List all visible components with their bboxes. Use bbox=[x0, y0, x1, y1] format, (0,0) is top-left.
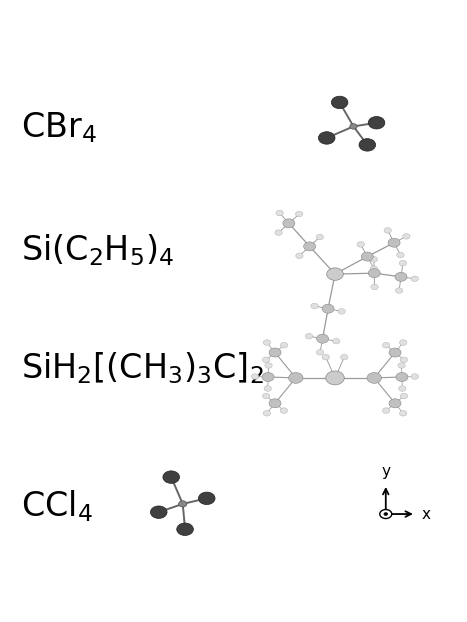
Ellipse shape bbox=[411, 276, 418, 282]
Ellipse shape bbox=[289, 373, 303, 383]
Ellipse shape bbox=[280, 408, 288, 414]
Ellipse shape bbox=[269, 399, 281, 408]
Ellipse shape bbox=[252, 374, 259, 379]
Ellipse shape bbox=[370, 256, 378, 262]
Ellipse shape bbox=[333, 338, 340, 344]
Ellipse shape bbox=[178, 501, 187, 507]
Ellipse shape bbox=[269, 348, 281, 357]
Text: CBr$_{4}$: CBr$_{4}$ bbox=[21, 110, 97, 145]
Ellipse shape bbox=[384, 228, 391, 233]
Ellipse shape bbox=[283, 219, 295, 228]
Ellipse shape bbox=[311, 303, 318, 309]
Text: CCl$_{4}$: CCl$_{4}$ bbox=[21, 489, 93, 524]
Ellipse shape bbox=[316, 234, 324, 240]
Ellipse shape bbox=[177, 523, 193, 536]
Ellipse shape bbox=[370, 266, 378, 271]
Ellipse shape bbox=[263, 411, 270, 416]
Ellipse shape bbox=[395, 272, 407, 281]
Ellipse shape bbox=[305, 333, 312, 339]
Ellipse shape bbox=[357, 241, 364, 247]
Ellipse shape bbox=[359, 139, 375, 151]
Ellipse shape bbox=[368, 269, 380, 277]
Ellipse shape bbox=[322, 304, 334, 313]
Ellipse shape bbox=[388, 238, 400, 247]
Ellipse shape bbox=[340, 355, 348, 360]
Ellipse shape bbox=[263, 340, 270, 345]
Ellipse shape bbox=[384, 513, 388, 516]
Ellipse shape bbox=[262, 373, 274, 381]
Ellipse shape bbox=[296, 253, 303, 259]
Ellipse shape bbox=[264, 386, 271, 391]
Ellipse shape bbox=[399, 340, 407, 345]
Ellipse shape bbox=[399, 386, 406, 391]
Ellipse shape bbox=[275, 230, 282, 235]
Ellipse shape bbox=[327, 268, 343, 281]
Ellipse shape bbox=[397, 253, 404, 258]
Ellipse shape bbox=[400, 357, 408, 363]
Ellipse shape bbox=[399, 261, 407, 266]
Ellipse shape bbox=[382, 343, 390, 348]
Ellipse shape bbox=[361, 252, 373, 261]
Text: Si(C$_{2}$H$_{5}$)$_{4}$: Si(C$_{2}$H$_{5}$)$_{4}$ bbox=[21, 233, 174, 268]
Ellipse shape bbox=[262, 393, 270, 399]
Ellipse shape bbox=[400, 393, 408, 399]
Ellipse shape bbox=[304, 242, 316, 251]
Ellipse shape bbox=[316, 350, 324, 355]
Ellipse shape bbox=[317, 334, 329, 343]
Ellipse shape bbox=[389, 348, 401, 357]
Ellipse shape bbox=[396, 288, 403, 294]
Ellipse shape bbox=[318, 132, 335, 144]
Text: y: y bbox=[381, 463, 390, 478]
Ellipse shape bbox=[265, 363, 272, 368]
Ellipse shape bbox=[331, 96, 348, 109]
Ellipse shape bbox=[371, 284, 378, 290]
Ellipse shape bbox=[389, 399, 401, 408]
Ellipse shape bbox=[350, 124, 357, 129]
Ellipse shape bbox=[150, 506, 167, 518]
Ellipse shape bbox=[296, 211, 303, 217]
Ellipse shape bbox=[198, 492, 215, 504]
Text: SiH$_{2}$[(CH$_{3}$)$_{3}$C]$_{2}$: SiH$_{2}$[(CH$_{3}$)$_{3}$C]$_{2}$ bbox=[21, 350, 264, 386]
Ellipse shape bbox=[262, 357, 270, 363]
Ellipse shape bbox=[338, 309, 346, 314]
Ellipse shape bbox=[382, 408, 390, 414]
Text: x: x bbox=[421, 506, 430, 521]
Ellipse shape bbox=[322, 355, 330, 360]
Ellipse shape bbox=[326, 371, 344, 385]
Ellipse shape bbox=[396, 373, 408, 381]
Ellipse shape bbox=[399, 411, 407, 416]
Ellipse shape bbox=[367, 373, 382, 383]
Ellipse shape bbox=[411, 374, 418, 379]
Ellipse shape bbox=[276, 210, 283, 216]
Ellipse shape bbox=[403, 234, 410, 239]
Ellipse shape bbox=[398, 363, 405, 368]
Ellipse shape bbox=[163, 471, 179, 483]
Ellipse shape bbox=[368, 116, 385, 129]
Ellipse shape bbox=[280, 343, 288, 348]
Ellipse shape bbox=[380, 509, 392, 519]
